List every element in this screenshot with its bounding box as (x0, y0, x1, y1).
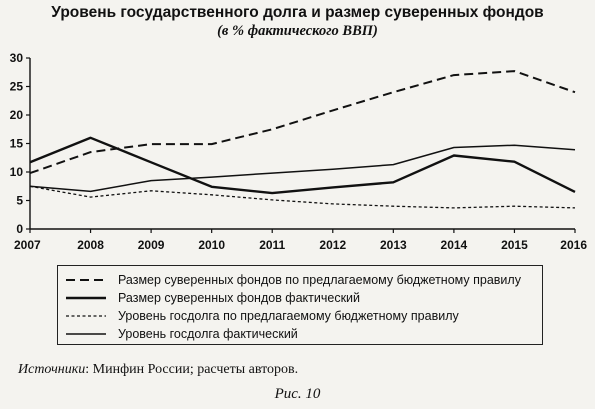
legend-swatch (66, 315, 106, 317)
source-text: : Минфин России; расчеты авторов. (85, 362, 299, 377)
x-tick-label: 2010 (198, 238, 225, 252)
legend-swatch (66, 333, 106, 335)
legend-item: Размер суверенных фондов фактический (64, 289, 360, 307)
y-tick-label: 30 (10, 51, 24, 65)
x-tick-label: 2007 (14, 238, 41, 252)
source-note: Источники: Минфин России; расчеты авторо… (18, 362, 298, 378)
y-tick-label: 10 (10, 165, 24, 179)
line-chart: 0 5 10 15 20 25 30 2007 2008 2009 2010 2011 2012 2013… (10, 51, 588, 252)
legend-item: Уровень госдолга по предлагаемому бюджет… (64, 307, 459, 325)
legend-swatch (66, 296, 106, 300)
x-tick-label: 2013 (380, 238, 407, 252)
series-line-2 (29, 136, 576, 195)
chart-tick-labels: 0 5 10 15 20 25 30 2007 2008 2009 2010 2011 2012 2013… (10, 51, 588, 252)
x-tick-label: 2016 (560, 238, 587, 252)
legend-label: Уровень госдолга фактический (118, 327, 298, 341)
y-tick-label: 25 (10, 80, 24, 94)
chart-title: Уровень государственного долга и размер … (51, 4, 544, 21)
chart-axes (26, 57, 576, 233)
legend-label: Размер суверенных фондов по предлагаемом… (118, 273, 521, 287)
chart-subtitle: (в % фактического ВВП) (217, 23, 378, 39)
x-tick-label: 2014 (441, 238, 468, 252)
x-tick-label: 2009 (138, 238, 165, 252)
x-tick-label: 2008 (77, 238, 104, 252)
source-label: Источники (18, 362, 86, 377)
y-tick-label: 0 (16, 222, 23, 236)
chart-series-lines (29, 70, 576, 209)
legend-label: Размер суверенных фондов фактический (118, 291, 361, 305)
y-tick-label: 5 (16, 194, 23, 208)
legend-label: Уровень госдолга по предлагаемому бюджет… (118, 309, 459, 323)
figure-caption: Рис. 10 (274, 386, 321, 402)
x-tick-label: 2011 (259, 238, 285, 252)
legend-swatch (66, 279, 106, 281)
y-tick-label: 15 (10, 137, 24, 151)
series-line-1 (29, 70, 576, 175)
series-line-4 (29, 144, 576, 193)
legend-item: Размер суверенных фондов по предлагаемом… (64, 271, 521, 289)
chart-legend: Размер суверенных фондов по предлагаемом… (57, 265, 543, 345)
y-tick-label: 20 (10, 108, 24, 122)
x-tick-label: 2015 (501, 238, 528, 252)
legend-item: Уровень госдолга фактический (64, 325, 298, 343)
x-tick-label: 2012 (319, 238, 346, 252)
